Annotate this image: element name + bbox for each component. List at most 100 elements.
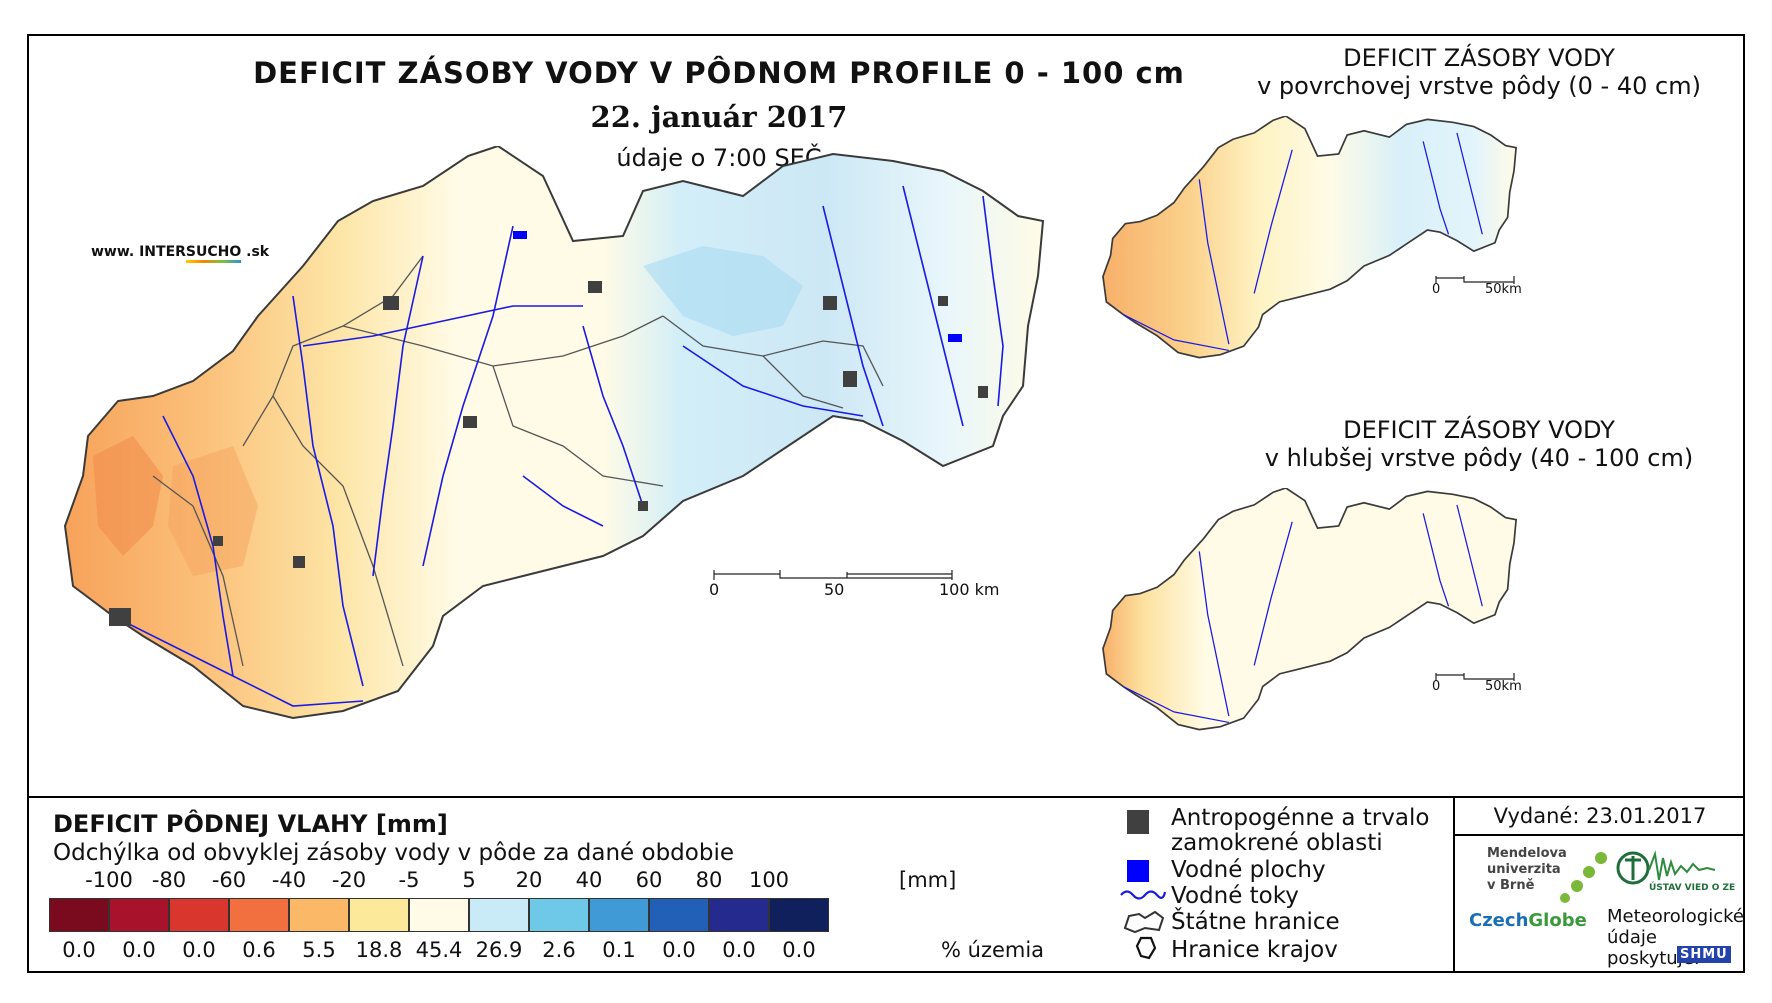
water-body: [513, 231, 527, 239]
mendel-line3: v Brně: [1487, 878, 1535, 893]
mendel-line1: Mendelova: [1487, 846, 1567, 861]
legend-swatch: [349, 898, 409, 932]
legend-pct-value: 0.6: [242, 938, 276, 962]
legend-break-label: 100: [748, 868, 790, 892]
meteo-line3: poskytuje:: [1607, 948, 1700, 969]
inset-bottom-rivers: [1122, 504, 1483, 724]
water-body: [948, 334, 962, 342]
water-courses-label: Vodné toky: [1171, 883, 1299, 909]
legend-break-label: -5: [398, 868, 420, 892]
issued-date: Vydané: 23.01.2017: [1455, 804, 1745, 836]
legend-break-label: 20: [515, 868, 543, 892]
issued-box: Vydané: 23.01.2017 Mendelova univerzita …: [1453, 798, 1745, 973]
meteo-line1: Meteorologické: [1607, 906, 1744, 927]
water-body-swatch: [1127, 860, 1149, 882]
legend-break-label: -80: [151, 868, 187, 892]
scale-label-100: 100 km: [939, 580, 1000, 599]
site-prefix: www. INTER: [91, 244, 186, 260]
legend-break-label: 60: [635, 868, 663, 892]
legend-pct-value: 2.6: [542, 938, 576, 962]
river-icon: [1120, 890, 1167, 900]
state-border-label: Štátne hranice: [1171, 909, 1340, 935]
mendel-dots-icon: [1560, 852, 1607, 903]
legend-pct-value: 0.0: [62, 938, 96, 962]
legend-pct-value: 26.9: [475, 938, 523, 962]
urban-areas: [109, 281, 988, 626]
inset-top-title: DEFICIT ZÁSOBY VODY v povrchovej vrstve …: [1219, 44, 1739, 100]
scale-label-50: 50: [824, 580, 845, 599]
czech-b: Globe: [1528, 910, 1587, 931]
legend-pct-value: 0.0: [722, 938, 756, 962]
shmu-logo[interactable]: SHMU: [1677, 946, 1731, 963]
legend-pct-value: 5.5: [302, 938, 336, 962]
mendel-logo[interactable]: Mendelova univerzita v Brně: [1487, 846, 1567, 894]
site-highlight: SUCHO: [185, 244, 242, 263]
legend-swatch: [529, 898, 589, 932]
legend-swatch: [289, 898, 349, 932]
region-border-icon: [1135, 936, 1157, 960]
legend-pct-unit: % územia: [941, 938, 1045, 962]
legend-subtitle: Odchýlka od obvyklej zásoby vody v pôde …: [53, 840, 734, 866]
inset-bottom-outline: [1102, 488, 1518, 731]
inset-top-title-line2: v povrchovej vrstve pôdy (0 - 40 cm): [1257, 72, 1701, 100]
main-map: [63, 146, 1045, 720]
wet-patch: [643, 246, 803, 336]
anthropogenic-line2: zamokrené oblasti: [1171, 830, 1383, 856]
legend-pct-value: 18.8: [355, 938, 403, 962]
legend-swatch: [169, 898, 229, 932]
legend-pct-value: 0.0: [122, 938, 156, 962]
inset-bottom-scalebar: [1435, 673, 1515, 681]
meteo-provider: Meteorologické údaje poskytuje:: [1607, 906, 1744, 969]
legend-pct-value: 0.0: [782, 938, 816, 962]
legend-swatch: [409, 898, 469, 932]
region-border-label: Hranice krajov: [1171, 937, 1338, 963]
czechglobe-logo[interactable]: CzechGlobe: [1469, 910, 1587, 931]
legend-break-label: -40: [271, 868, 307, 892]
legend-swatch: [109, 898, 169, 932]
legend-swatch: [589, 898, 649, 932]
czech-a: Czech: [1469, 910, 1529, 931]
anthropogenic-swatch: [1127, 810, 1149, 834]
legend-swatch: [49, 898, 109, 932]
inset-top-scale-0: 0: [1432, 282, 1441, 297]
legend-swatch: [709, 898, 769, 932]
meteo-line2: údaje: [1607, 927, 1657, 948]
inset-bottom-title-line2: v hlubšej vrstve pôdy (40 - 100 cm): [1264, 444, 1694, 472]
legend-pct-value: 0.0: [182, 938, 216, 962]
state-border-icon: [1123, 910, 1165, 934]
anthropogenic-line1: Antropogénne a trvalo: [1171, 805, 1430, 831]
legend-swatch: [469, 898, 529, 932]
legend-pct-value: 0.0: [662, 938, 696, 962]
uvz-text: ÚSTAV VIED O ZEMI: [1649, 881, 1735, 893]
uvz-logo[interactable]: ÚSTAV VIED O ZEMI: [1615, 846, 1735, 900]
inset-bottom-scale-0: 0: [1432, 679, 1441, 694]
anthropogenic-label: Antropogénne a trvalo zamokrené oblasti: [1171, 806, 1429, 856]
legend-swatch: [649, 898, 709, 932]
inset-top-rivers: [1122, 132, 1483, 352]
region-borders: [152, 255, 884, 667]
intersucho-logo[interactable]: www. INTERSUCHO .sk: [91, 244, 270, 263]
inset-bottom-scale-50: 50km: [1485, 679, 1522, 694]
dry-patch: [93, 436, 163, 556]
inset-top-scale-50: 50km: [1485, 282, 1522, 297]
site-suffix: .sk: [241, 244, 270, 260]
inset-bottom-title: DEFICIT ZÁSOBY VODY v hlubšej vrstve pôd…: [1219, 416, 1739, 472]
map-area: DEFICIT ZÁSOBY VODY V PÔDNOM PROFILE 0 -…: [29, 36, 1743, 796]
main-scalebar: [713, 570, 953, 580]
inset-top-outline: [1102, 116, 1518, 359]
legend-pct-value: 45.4: [415, 938, 463, 962]
map-frame: DEFICIT ZÁSOBY VODY V PÔDNOM PROFILE 0 -…: [27, 34, 1745, 973]
inset-top-scalebar: [1435, 276, 1515, 284]
inset-bottom-map: [1102, 488, 1518, 731]
legend-break-label: 40: [575, 868, 603, 892]
legend-swatch: [229, 898, 289, 932]
legend-break-label: -60: [211, 868, 247, 892]
legend-break-label: 5: [462, 868, 476, 892]
dry-patch-2: [168, 446, 258, 576]
legend-title: DEFICIT PÔDNEJ VLAHY [mm]: [53, 810, 448, 838]
legend-break-label: 80: [695, 868, 723, 892]
slovakia-outline: [63, 146, 1045, 720]
legend-pct-value: 0.1: [602, 938, 636, 962]
water-bodies-label: Vodné plochy: [1171, 857, 1326, 883]
legend-break-label: -20: [331, 868, 367, 892]
